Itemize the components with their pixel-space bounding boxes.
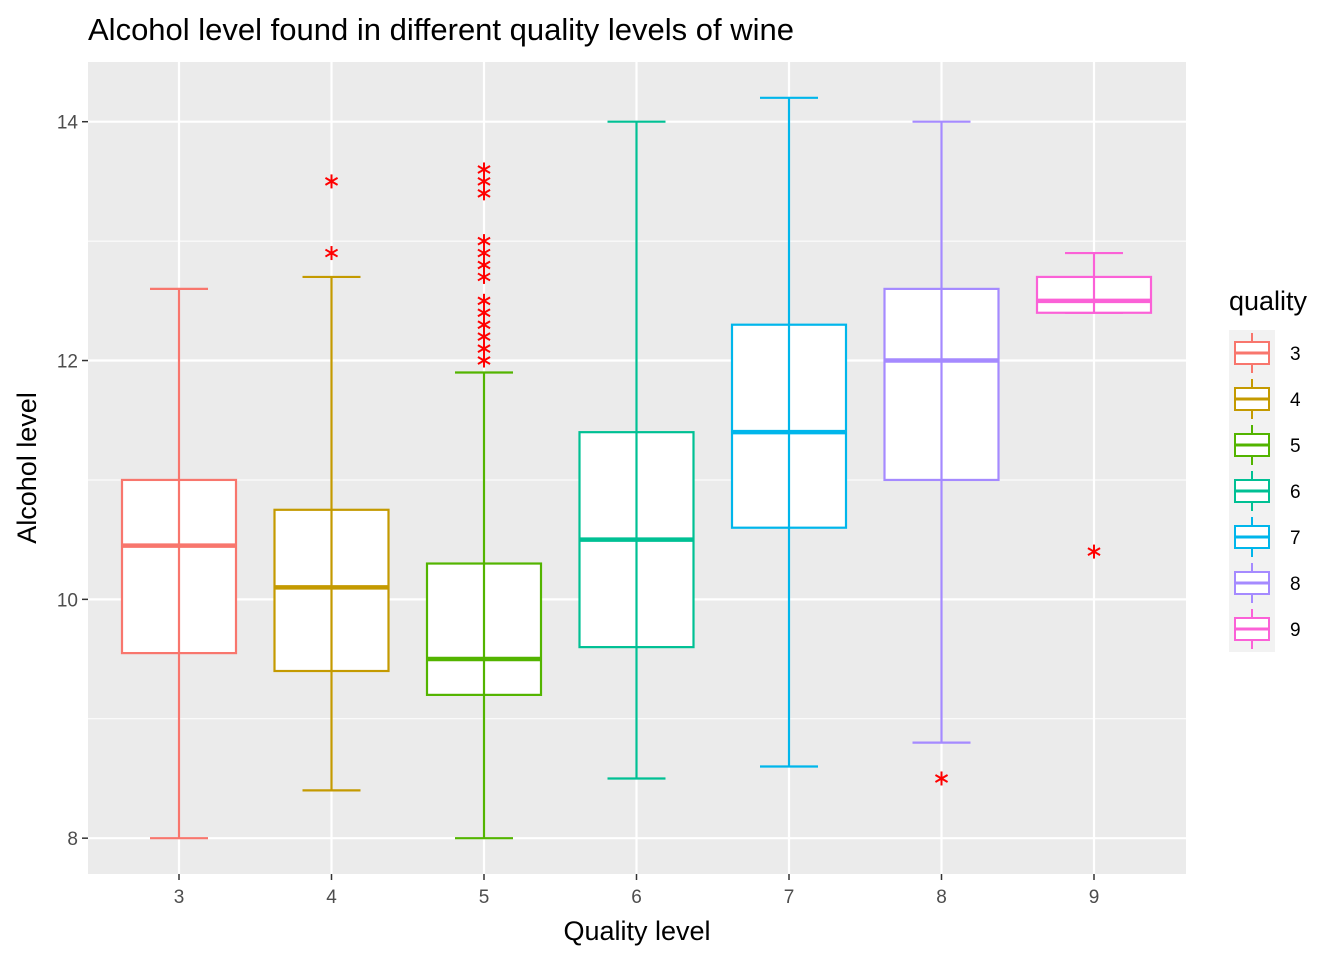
- box-4: [273, 275, 390, 792]
- legend-label: 8: [1290, 574, 1301, 595]
- outlier-point: [477, 329, 491, 344]
- y-tick-label: 14: [57, 113, 79, 134]
- outlier-point: [934, 771, 949, 786]
- legend-item-8: 8: [1229, 560, 1301, 606]
- outlier-point: [477, 162, 491, 177]
- legend-item-9: 9: [1229, 606, 1301, 652]
- outlier-point: [477, 269, 491, 284]
- box-9: [1035, 251, 1153, 314]
- y-tick-label: 12: [57, 352, 78, 373]
- y-tick-label: 8: [67, 829, 78, 850]
- outlier-points: [324, 162, 1101, 786]
- box-8: [883, 120, 1000, 744]
- x-tick-label: 6: [631, 887, 642, 908]
- x-tick-label: 5: [479, 887, 490, 908]
- outlier-point: [477, 317, 491, 332]
- outlier-point: [477, 293, 491, 308]
- outlier-point: [477, 186, 491, 201]
- outlier-point: [477, 341, 491, 356]
- outlier-point: [324, 246, 339, 261]
- x-tick-label: 9: [1089, 887, 1100, 908]
- outlier-point: [477, 174, 491, 189]
- legend-label: 4: [1290, 390, 1301, 411]
- outlier-point: [1087, 544, 1101, 559]
- box-7: [730, 96, 848, 768]
- outlier-point: [477, 246, 491, 261]
- legend-label: 3: [1290, 344, 1301, 365]
- outlier-point: [477, 258, 491, 272]
- x-tick-label: 4: [326, 887, 337, 908]
- x-tick-label: 3: [174, 887, 185, 908]
- y-tick-label: 10: [57, 590, 78, 611]
- box-6: [578, 120, 695, 780]
- legend-item-4: 4: [1229, 376, 1301, 422]
- legend-label: 6: [1290, 482, 1301, 503]
- x-tick-label: 8: [936, 887, 947, 908]
- y-axis-title: Alcohol level: [12, 392, 42, 544]
- legend-item-6: 6: [1229, 468, 1301, 514]
- legend-label: 5: [1290, 436, 1301, 457]
- legend-item-5: 5: [1229, 422, 1301, 468]
- box-3: [120, 287, 238, 840]
- outlier-point: [477, 353, 491, 368]
- chart-title: Alcohol level found in different quality…: [88, 12, 794, 47]
- box-5: [425, 371, 543, 840]
- outlier-point: [477, 305, 491, 320]
- legend-item-3: 3: [1229, 330, 1301, 376]
- legend-label: 9: [1290, 620, 1301, 641]
- x-axis-title: Quality level: [563, 916, 710, 946]
- legend-item-7: 7: [1229, 514, 1301, 560]
- legend-title: quality: [1229, 286, 1308, 316]
- outlier-point: [324, 174, 339, 189]
- x-tick-label: 7: [784, 887, 795, 908]
- legend: quality 3 4 5 6 7 8 9: [1229, 286, 1308, 652]
- axes: 8 10 12 14 3 4 5 6 7 8 9: [57, 113, 1099, 908]
- legend-label: 7: [1290, 528, 1301, 549]
- box-series: [120, 96, 1153, 840]
- outlier-point: [477, 234, 491, 249]
